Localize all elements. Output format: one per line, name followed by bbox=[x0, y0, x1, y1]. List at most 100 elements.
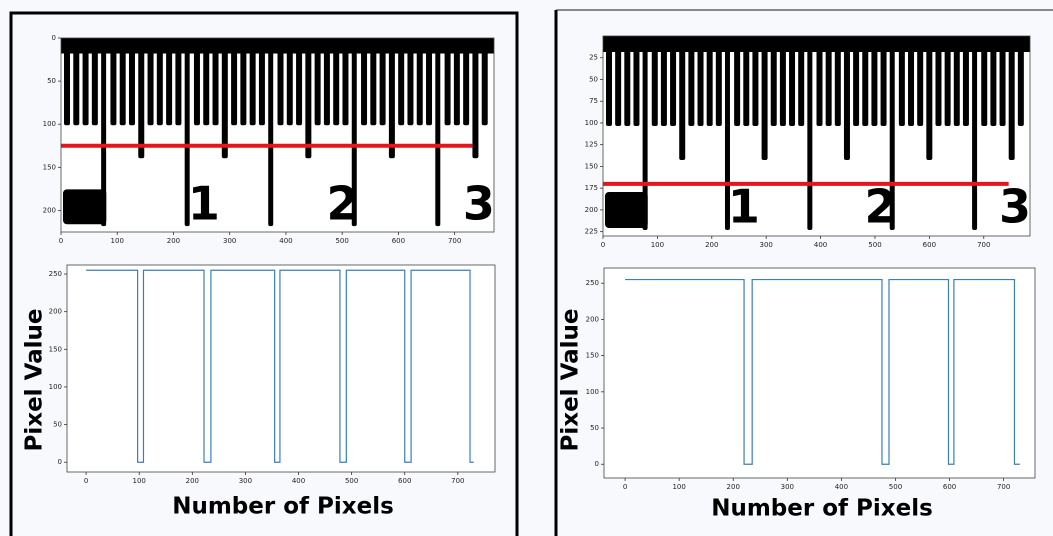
ruler-tick bbox=[945, 36, 951, 126]
y-tick-label: 150 bbox=[585, 162, 598, 170]
y-tick-label: 225 bbox=[585, 228, 598, 236]
ruler-tick bbox=[148, 38, 154, 125]
y-tick-label: 200 bbox=[585, 206, 598, 214]
ruler-tick bbox=[972, 36, 977, 230]
x-tick-label: 500 bbox=[889, 483, 902, 491]
ruler-tick bbox=[194, 38, 200, 125]
y-axis-label: Pixel Value bbox=[22, 309, 48, 452]
ruler-tick bbox=[259, 38, 265, 125]
y-tick-label: 0 bbox=[58, 458, 62, 466]
ruler-tick bbox=[817, 36, 823, 126]
x-tick-label: 300 bbox=[239, 477, 252, 485]
ruler-tick bbox=[826, 36, 832, 126]
ruler-tick bbox=[268, 38, 273, 226]
x-tick-label: 200 bbox=[186, 477, 199, 485]
ruler-tick bbox=[83, 38, 89, 125]
y-tick-label: 50 bbox=[589, 75, 598, 83]
y-tick-label: 250 bbox=[586, 279, 599, 287]
ruler-tick bbox=[881, 36, 887, 126]
ruler-tick bbox=[213, 38, 219, 125]
y-tick-label: 250 bbox=[49, 270, 62, 278]
ruler-tick bbox=[231, 38, 237, 125]
y-tick-label: 200 bbox=[43, 206, 56, 214]
x-tick-label: 300 bbox=[759, 241, 772, 249]
y-tick-label: 125 bbox=[585, 141, 598, 149]
ruler-tick bbox=[333, 38, 339, 125]
ruler-tick bbox=[110, 38, 116, 125]
ruler-number: 3 bbox=[463, 176, 495, 230]
ruler-tick bbox=[370, 38, 376, 125]
ruler-number: 3 bbox=[999, 180, 1031, 234]
ruler-tick bbox=[417, 38, 423, 125]
ruler-tick bbox=[250, 38, 256, 125]
x-tick-label: 400 bbox=[835, 483, 848, 491]
x-tick-label: 500 bbox=[335, 237, 348, 245]
y-tick-label: 100 bbox=[43, 120, 56, 128]
y-tick-label: 100 bbox=[585, 119, 598, 127]
ruler-tick bbox=[1000, 36, 1006, 126]
ruler-tick bbox=[633, 36, 639, 126]
ruler-tick bbox=[240, 38, 246, 125]
x-tick-label: 500 bbox=[868, 241, 881, 249]
ruler-tick bbox=[407, 38, 413, 125]
ruler-tick bbox=[871, 36, 877, 126]
x-tick-label: 0 bbox=[601, 241, 605, 249]
ruler-tick bbox=[64, 38, 70, 125]
ruler-tick bbox=[361, 38, 367, 125]
ruler-blob bbox=[605, 192, 648, 228]
ruler-tick bbox=[120, 38, 126, 125]
x-tick-label: 0 bbox=[623, 483, 627, 491]
ruler-tick bbox=[472, 38, 478, 158]
ruler-tick bbox=[166, 38, 172, 125]
ruler-number: 1 bbox=[728, 180, 760, 234]
ruler-number: 1 bbox=[188, 176, 220, 230]
ruler-tick bbox=[380, 38, 386, 125]
ruler-tick bbox=[296, 38, 302, 125]
ruler-tick bbox=[324, 38, 330, 125]
ruler-tick bbox=[1009, 36, 1015, 160]
x-axis-label: Number of Pixels bbox=[172, 494, 394, 520]
y-tick-label: 200 bbox=[49, 308, 62, 316]
ruler-tick bbox=[92, 38, 98, 125]
ruler-tick bbox=[853, 36, 859, 126]
ruler-tick bbox=[990, 36, 996, 126]
plot-area bbox=[604, 268, 1035, 478]
ruler-tick bbox=[342, 38, 348, 125]
y-tick-label: 175 bbox=[585, 184, 598, 192]
ruler-number: 2 bbox=[326, 176, 358, 230]
ruler-tick bbox=[624, 36, 630, 126]
ruler-tick bbox=[222, 38, 228, 158]
ruler-tick bbox=[688, 36, 694, 126]
ruler-tick bbox=[780, 36, 786, 126]
y-tick-label: 150 bbox=[49, 345, 62, 353]
ruler-tick bbox=[734, 36, 740, 126]
ruler-tick bbox=[606, 36, 612, 126]
x-tick-label: 100 bbox=[133, 477, 146, 485]
y-tick-label: 0 bbox=[595, 460, 599, 468]
x-tick-label: 200 bbox=[167, 237, 180, 245]
x-tick-label: 600 bbox=[943, 483, 956, 491]
x-tick-label: 400 bbox=[814, 241, 827, 249]
ruler-tick bbox=[698, 36, 704, 126]
ruler-tick bbox=[305, 38, 311, 158]
ruler-tick bbox=[707, 36, 713, 126]
ruler-tick bbox=[445, 38, 451, 125]
y-tick-label: 150 bbox=[43, 163, 56, 171]
x-tick-label: 300 bbox=[781, 483, 794, 491]
x-tick-label: 600 bbox=[923, 241, 936, 249]
ruler-tick bbox=[426, 38, 432, 125]
x-tick-label: 700 bbox=[977, 241, 990, 249]
x-tick-label: 400 bbox=[279, 237, 292, 245]
ruler-tick bbox=[129, 38, 135, 125]
ruler-tick bbox=[789, 36, 795, 126]
ruler-tick bbox=[899, 36, 905, 126]
ruler-tick bbox=[798, 36, 804, 126]
ruler-tick bbox=[389, 38, 395, 158]
ruler-tick bbox=[482, 38, 488, 125]
ruler-tick bbox=[908, 36, 914, 126]
ruler-tick bbox=[935, 36, 941, 126]
ruler-tick bbox=[835, 36, 841, 126]
ruler-tick bbox=[435, 38, 440, 226]
ruler-tick bbox=[138, 38, 144, 158]
ruler-tick bbox=[981, 36, 987, 126]
